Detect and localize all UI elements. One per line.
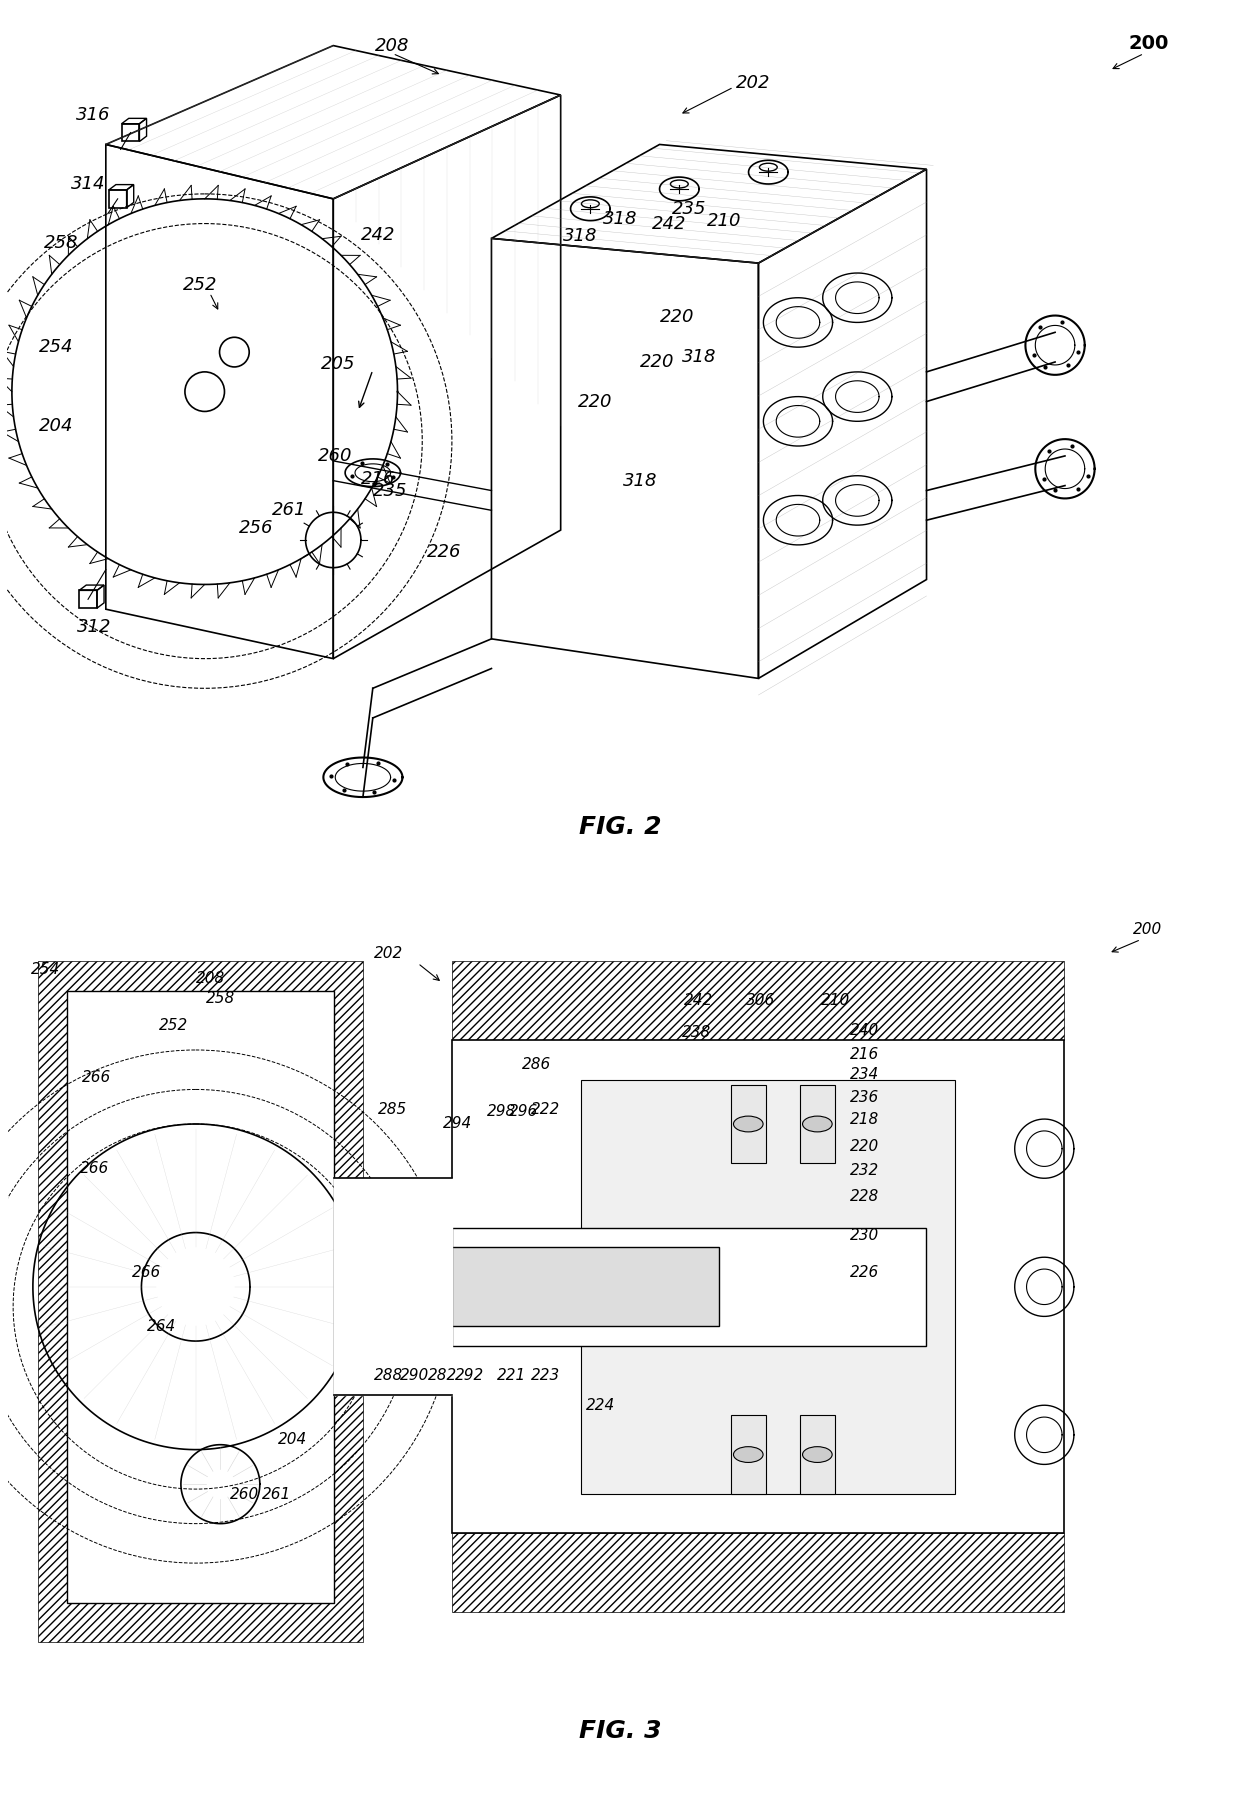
Text: 288: 288 <box>373 1368 403 1384</box>
Text: 316: 316 <box>76 106 110 124</box>
Bar <box>122 124 139 142</box>
Text: 266: 266 <box>131 1265 161 1279</box>
Text: 242: 242 <box>684 994 713 1008</box>
Bar <box>37 961 363 1642</box>
Bar <box>800 1085 835 1163</box>
Text: 286: 286 <box>522 1057 551 1073</box>
Text: 252: 252 <box>182 277 217 295</box>
Text: 282: 282 <box>428 1368 458 1384</box>
Text: FIG. 3: FIG. 3 <box>579 1720 661 1743</box>
Text: 240: 240 <box>851 1022 879 1037</box>
Text: 258: 258 <box>45 234 78 252</box>
Text: 235: 235 <box>672 199 707 217</box>
Bar <box>109 190 126 208</box>
Text: 236: 236 <box>851 1089 879 1105</box>
Text: 232: 232 <box>851 1163 879 1177</box>
Text: 220: 220 <box>578 392 613 410</box>
Bar <box>453 1040 1064 1533</box>
Text: 222: 222 <box>532 1102 560 1116</box>
Bar <box>453 961 1064 1040</box>
Ellipse shape <box>734 1116 763 1132</box>
Text: 226: 226 <box>851 1265 879 1279</box>
Bar <box>453 1247 719 1326</box>
Bar <box>67 990 334 1603</box>
Text: 306: 306 <box>745 994 775 1008</box>
Ellipse shape <box>802 1447 832 1463</box>
Bar <box>730 1085 766 1163</box>
Text: 242: 242 <box>652 214 687 232</box>
Ellipse shape <box>582 199 599 208</box>
Text: 290: 290 <box>401 1368 429 1384</box>
Text: 221: 221 <box>497 1368 526 1384</box>
Text: 220: 220 <box>640 352 675 370</box>
Text: 210: 210 <box>821 994 849 1008</box>
Text: 204: 204 <box>278 1432 308 1447</box>
Text: 314: 314 <box>71 174 105 192</box>
Text: 285: 285 <box>378 1102 408 1116</box>
Text: 205: 205 <box>321 356 356 374</box>
Bar <box>580 1080 956 1493</box>
Text: 296: 296 <box>508 1103 538 1120</box>
Text: 261: 261 <box>272 501 306 519</box>
Text: 256: 256 <box>239 519 273 537</box>
Text: 261: 261 <box>262 1486 291 1502</box>
Text: 208: 208 <box>196 972 226 987</box>
Text: 208: 208 <box>376 36 410 54</box>
Text: 292: 292 <box>455 1368 485 1384</box>
Text: 235: 235 <box>373 482 408 500</box>
Ellipse shape <box>671 180 688 189</box>
Text: 264: 264 <box>146 1319 176 1333</box>
Text: 202: 202 <box>373 945 403 961</box>
Text: 204: 204 <box>40 417 73 435</box>
Bar <box>453 1533 1064 1612</box>
Text: 318: 318 <box>622 471 657 489</box>
Text: 318: 318 <box>603 210 637 228</box>
Text: 226: 226 <box>427 543 461 561</box>
Text: 216: 216 <box>851 1048 879 1062</box>
Text: 202: 202 <box>737 74 771 92</box>
Text: 223: 223 <box>532 1368 560 1384</box>
Text: 318: 318 <box>563 228 598 246</box>
Text: 224: 224 <box>585 1398 615 1412</box>
Text: 220: 220 <box>851 1139 879 1154</box>
Text: 266: 266 <box>81 1161 109 1175</box>
Text: 260: 260 <box>231 1486 259 1502</box>
Text: 294: 294 <box>443 1116 471 1132</box>
Ellipse shape <box>802 1116 832 1132</box>
Text: 200: 200 <box>1128 34 1169 54</box>
Text: 242: 242 <box>361 226 396 244</box>
Text: 258: 258 <box>206 992 236 1006</box>
Bar <box>730 1414 766 1493</box>
Text: 210: 210 <box>707 212 742 230</box>
Text: 228: 228 <box>851 1188 879 1204</box>
Text: 318: 318 <box>682 349 717 367</box>
Bar <box>800 1414 835 1493</box>
Text: 312: 312 <box>77 618 112 636</box>
Text: 230: 230 <box>851 1227 879 1244</box>
Text: 260: 260 <box>317 447 352 465</box>
Text: 266: 266 <box>82 1071 112 1085</box>
Text: 216: 216 <box>361 469 396 487</box>
Text: FIG. 2: FIG. 2 <box>579 814 661 839</box>
Text: 254: 254 <box>40 338 73 356</box>
Bar <box>79 591 97 607</box>
Text: 254: 254 <box>31 961 61 976</box>
Text: 252: 252 <box>160 1017 188 1033</box>
Bar <box>453 1227 926 1346</box>
Ellipse shape <box>759 164 777 171</box>
Text: 234: 234 <box>851 1067 879 1082</box>
Text: 200: 200 <box>1133 922 1163 936</box>
Text: 218: 218 <box>851 1112 879 1127</box>
Text: 238: 238 <box>682 1024 712 1040</box>
Text: 220: 220 <box>660 309 694 327</box>
Text: 298: 298 <box>487 1103 516 1120</box>
Ellipse shape <box>734 1447 763 1463</box>
